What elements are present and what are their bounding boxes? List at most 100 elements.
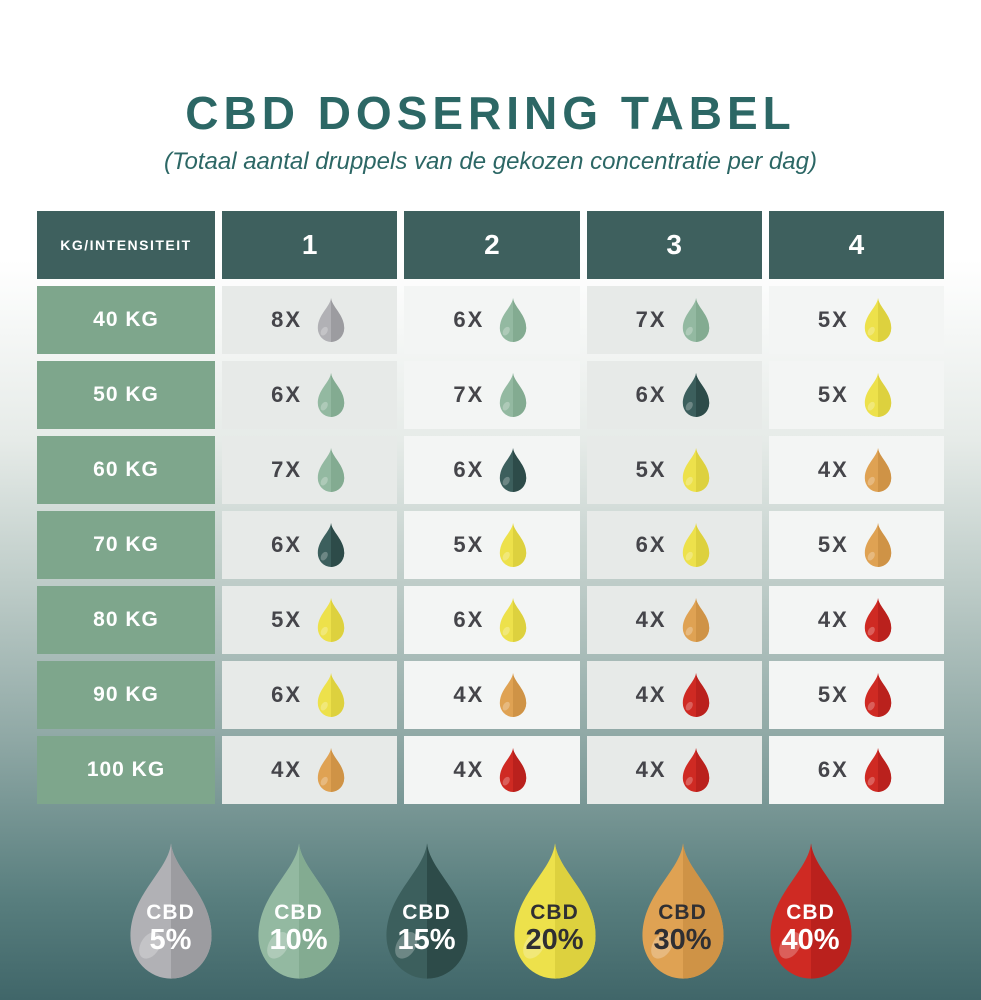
dose-count: 6X [635, 382, 667, 407]
dose-cell: 6X [586, 361, 762, 429]
dose-count: 4X [635, 682, 667, 707]
dose-count: 5X [817, 682, 849, 707]
drop-icon-cbd-40 [682, 673, 709, 717]
dose-count: 6X [453, 457, 485, 482]
drop-icon-cbd-30 [864, 448, 892, 492]
column-header-4: 4 [768, 211, 944, 279]
drop-icon-cbd-20 [317, 598, 345, 642]
dose-cell: 5X [586, 436, 762, 504]
dose-cell: 6X [222, 361, 398, 429]
column-header-1: 1 [222, 211, 398, 279]
column-header-3: 3 [586, 211, 762, 279]
dose-cell: 4X [768, 586, 944, 654]
dose-cell: 6X [586, 511, 762, 579]
drop-icon-cbd-20 [317, 673, 345, 717]
dose-count: 6X [453, 607, 485, 632]
drop-icon-cbd-30 [864, 523, 892, 567]
drop-icon-cbd-10 [500, 298, 527, 342]
page-title: CBD DOSERING TABEL [185, 86, 796, 139]
drop-icon-cbd-30 [500, 673, 527, 717]
dose-cell: 4X [222, 736, 398, 804]
dose-cell: 6X [222, 511, 398, 579]
drop-icon-cbd-5 [317, 298, 345, 342]
dose-cell: 5X [222, 586, 398, 654]
legend-item-cbd-30: CBD 30% [631, 840, 735, 982]
dose-count: 6X [817, 757, 849, 782]
dose-cell: 6X [404, 286, 580, 354]
row-label-90kg: 90 KG [37, 661, 215, 729]
dose-cell: 5X [768, 511, 944, 579]
drop-icon-cbd-15 [317, 523, 345, 567]
legend-item-cbd-5: CBD 5% [119, 840, 223, 982]
drop-icon-cbd-20 [682, 523, 709, 567]
column-header-2: 2 [404, 211, 580, 279]
dose-count: 4X [271, 757, 303, 782]
legend-item-cbd-15: CBD 15% [375, 840, 479, 982]
dose-count: 4X [453, 682, 485, 707]
dose-count: 7X [271, 457, 303, 482]
dose-cell: 5X [768, 661, 944, 729]
drop-icon-cbd-30 [317, 748, 345, 792]
dose-cell: 4X [586, 736, 762, 804]
dose-count: 6X [635, 532, 667, 557]
dose-count: 6X [271, 682, 303, 707]
drop-icon-cbd-20 [500, 598, 527, 642]
dose-count: 5X [817, 382, 849, 407]
drop-icon-cbd-10 [317, 448, 345, 492]
dose-cell: 6X [404, 586, 580, 654]
dose-count: 5X [635, 457, 667, 482]
drop-icon-cbd-20 [513, 843, 596, 979]
dose-count: 4X [453, 757, 485, 782]
dose-cell: 4X [404, 736, 580, 804]
dose-count: 5X [453, 532, 485, 557]
drop-icon-cbd-10 [317, 373, 345, 417]
dose-count: 4X [817, 607, 849, 632]
drop-icon-cbd-10 [500, 373, 527, 417]
row-label-50kg: 50 KG [37, 361, 215, 429]
drop-icon-cbd-40 [500, 748, 527, 792]
dose-cell: 4X [586, 586, 762, 654]
dose-cell: 8X [222, 286, 398, 354]
dose-count: 4X [635, 757, 667, 782]
drop-icon-cbd-10 [257, 843, 340, 979]
drop-icon-cbd-40 [769, 843, 852, 979]
dose-cell: 6X [404, 436, 580, 504]
drop-icon-cbd-20 [500, 523, 527, 567]
dose-count: 5X [271, 607, 303, 632]
row-label-40kg: 40 KG [37, 286, 215, 354]
dose-cell: 6X [768, 736, 944, 804]
legend-item-cbd-10: CBD 10% [247, 840, 351, 982]
drop-icon-cbd-40 [864, 673, 892, 717]
drop-icon-cbd-20 [864, 298, 892, 342]
dose-cell: 4X [586, 661, 762, 729]
dose-count: 7X [453, 382, 485, 407]
dose-cell: 5X [768, 361, 944, 429]
dosing-table: KG/INTENSITEIT 1 2 3 4 40 KG 8X 6X 7X 5X 50 KG… [37, 211, 944, 804]
dose-count: 8X [271, 307, 303, 332]
drop-icon-cbd-15 [385, 843, 468, 979]
dose-cell: 4X [768, 436, 944, 504]
dose-count: 6X [271, 382, 303, 407]
row-label-80kg: 80 KG [37, 586, 215, 654]
dose-cell: 5X [404, 511, 580, 579]
drop-icon-cbd-30 [641, 843, 724, 979]
dose-count: 6X [271, 532, 303, 557]
dose-cell: 5X [768, 286, 944, 354]
legend-item-cbd-40: CBD 40% [759, 840, 863, 982]
drop-icon-cbd-15 [682, 373, 709, 417]
dose-count: 4X [635, 607, 667, 632]
drop-icon-cbd-15 [500, 448, 527, 492]
dose-count: 4X [817, 457, 849, 482]
dose-count: 5X [817, 307, 849, 332]
drop-icon-cbd-30 [682, 598, 709, 642]
drop-icon-cbd-40 [864, 748, 892, 792]
dose-count: 5X [817, 532, 849, 557]
drop-icon-cbd-10 [682, 298, 709, 342]
row-label-100kg: 100 KG [37, 736, 215, 804]
drop-icon-cbd-40 [864, 598, 892, 642]
dose-cell: 6X [222, 661, 398, 729]
row-label-60kg: 60 KG [37, 436, 215, 504]
drop-icon-cbd-40 [682, 748, 709, 792]
concentration-legend: CBD 5% CBD 10% CBD 15% CBD 20% CBD 30% CBD 40% [0, 840, 981, 982]
dose-count: 6X [453, 307, 485, 332]
